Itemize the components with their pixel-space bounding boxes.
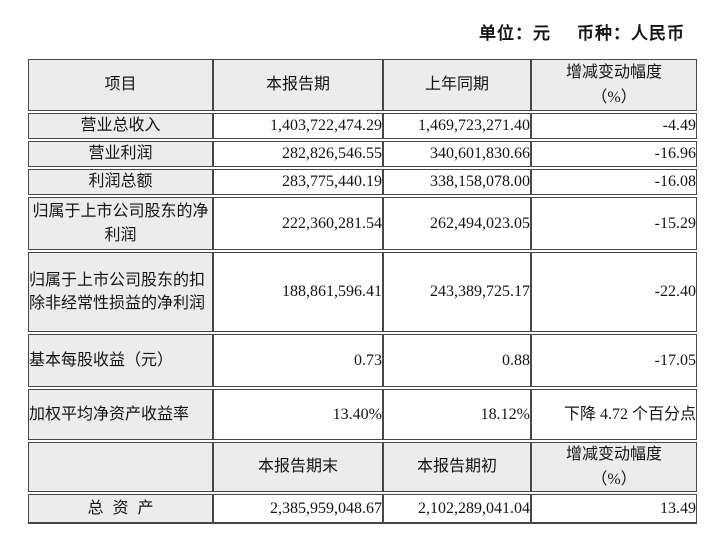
current-period-value: 1,403,722,474.29 bbox=[213, 113, 383, 139]
row-label: 营业利润 bbox=[28, 141, 213, 167]
table-row: 加权平均净资产收益率 13.40% 18.12% 下降 4.72 个百分点 bbox=[28, 389, 697, 440]
prior-period-value: 0.88 bbox=[383, 334, 531, 387]
change-value: -17.05 bbox=[531, 334, 697, 387]
subheader-period-start: 本报告期初 bbox=[383, 442, 531, 492]
prior-period-value: 1,469,723,271.40 bbox=[383, 113, 531, 139]
header-change-line1: 增减变动幅度 bbox=[565, 64, 662, 82]
subheader-change-line2: （%） bbox=[591, 470, 637, 488]
unit-label: 单位：元 bbox=[479, 24, 551, 43]
table-row: 归属于上市公司股东的扣除非经常性损益的净利润 188,861,596.41 24… bbox=[28, 252, 697, 332]
prior-period-value: 243,389,725.17 bbox=[383, 252, 531, 332]
prior-period-value: 338,158,078.00 bbox=[383, 169, 531, 195]
subheader-period-end: 本报告期末 bbox=[213, 442, 383, 492]
current-period-value: 282,826,546.55 bbox=[213, 141, 383, 167]
change-value: -16.96 bbox=[531, 141, 697, 167]
header-current-period: 本报告期 bbox=[213, 59, 383, 111]
table-row: 基本每股收益（元） 0.73 0.88 -17.05 bbox=[28, 334, 697, 387]
header-change-line2: （%） bbox=[591, 88, 637, 106]
total-assets-row: 总 资 产 2,385,959,048.67 2,102,289,041.04 … bbox=[28, 494, 697, 524]
table-header-row: 项目 本报告期 上年同期 增减变动幅度 （%） bbox=[28, 59, 697, 111]
subheader-change-line1: 增减变动幅度 bbox=[565, 446, 662, 464]
table-row: 利润总额 283,775,440.19 338,158,078.00 -16.0… bbox=[28, 169, 697, 195]
change-value: -4.49 bbox=[531, 113, 697, 139]
currency-label: 币种：人民币 bbox=[577, 24, 685, 43]
header-change: 增减变动幅度 （%） bbox=[531, 59, 697, 111]
current-period-value: 13.40% bbox=[213, 389, 383, 440]
row-label: 总 资 产 bbox=[28, 494, 213, 524]
row-label: 基本每股收益（元） bbox=[28, 334, 213, 387]
change-value: 13.49 bbox=[531, 494, 697, 524]
table-row: 营业利润 282,826,546.55 340,601,830.66 -16.9… bbox=[28, 141, 697, 167]
row-label: 营业总收入 bbox=[28, 113, 213, 139]
row-label: 利润总额 bbox=[28, 169, 213, 195]
current-period-value: 2,385,959,048.67 bbox=[213, 494, 383, 524]
change-value: -22.40 bbox=[531, 252, 697, 332]
prior-period-value: 2,102,289,041.04 bbox=[383, 494, 531, 524]
current-period-value: 188,861,596.41 bbox=[213, 252, 383, 332]
current-period-value: 283,775,440.19 bbox=[213, 169, 383, 195]
subheader-change: 增减变动幅度 （%） bbox=[531, 442, 697, 492]
current-period-value: 0.73 bbox=[213, 334, 383, 387]
change-value: -16.08 bbox=[531, 169, 697, 195]
table-subheader-row: 本报告期末 本报告期初 增减变动幅度 （%） bbox=[28, 442, 697, 492]
financial-summary-table: 项目 本报告期 上年同期 增减变动幅度 （%） 营业总收入 1,403,722,… bbox=[28, 57, 697, 526]
unit-currency-line: 单位：元 币种：人民币 bbox=[28, 19, 685, 44]
subheader-empty-cell bbox=[28, 442, 213, 492]
table-row: 归属于上市公司股东的净利润 222,360,281.54 262,494,023… bbox=[28, 197, 697, 250]
change-value: -15.29 bbox=[531, 197, 697, 250]
current-period-value: 222,360,281.54 bbox=[213, 197, 383, 250]
prior-period-value: 18.12% bbox=[383, 389, 531, 440]
change-value: 下降 4.72 个百分点 bbox=[531, 389, 697, 440]
header-prior-period: 上年同期 bbox=[383, 59, 531, 111]
row-label: 归属于上市公司股东的净利润 bbox=[28, 197, 213, 250]
row-label: 归属于上市公司股东的扣除非经常性损益的净利润 bbox=[28, 252, 213, 332]
header-item: 项目 bbox=[28, 59, 213, 111]
prior-period-value: 340,601,830.66 bbox=[383, 141, 531, 167]
row-label: 加权平均净资产收益率 bbox=[28, 389, 213, 440]
prior-period-value: 262,494,023.05 bbox=[383, 197, 531, 250]
table-row: 营业总收入 1,403,722,474.29 1,469,723,271.40 … bbox=[28, 113, 697, 139]
